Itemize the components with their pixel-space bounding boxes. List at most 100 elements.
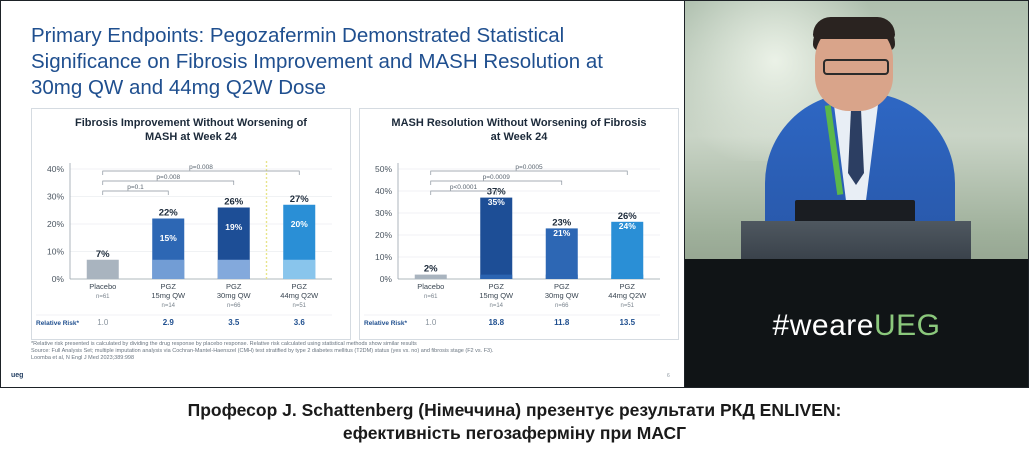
relative-risk-value: 1.0: [97, 318, 109, 327]
bar-0: [414, 274, 447, 279]
n-label: n=66: [227, 303, 241, 309]
slide-page-number: 6: [667, 373, 670, 379]
caption-line-1: Професор J. Schattenberg (Німеччина) пре…: [187, 400, 842, 420]
category-label: PGZ: [292, 282, 308, 291]
n-label: n=66: [555, 303, 569, 309]
hashtag-prefix: #weare: [772, 309, 874, 342]
bar-value-label: 2%: [424, 264, 438, 275]
y-tick-label: 30%: [47, 192, 64, 202]
n-label: n=14: [161, 303, 175, 309]
podium-banner: [685, 259, 1028, 387]
bar-value-label: 7%: [96, 249, 110, 260]
relative-risk-value: 2.9: [163, 318, 175, 327]
bar-2: [545, 228, 578, 279]
mash-chart: 0%10%20%30%40%50%2%Placebon=611.037%35%P…: [364, 163, 660, 327]
bar-lower-segment-2: [545, 274, 578, 279]
photo-caption: Професор J. Schattenberg (Німеччина) пре…: [0, 399, 1029, 445]
category-label: 44mg Q2W: [280, 291, 319, 300]
bar-inner-label: 20%: [291, 219, 308, 229]
p-value-label: p<0.0001: [450, 184, 478, 191]
bar-lower-segment-1: [152, 259, 185, 279]
bar-0: [86, 259, 119, 279]
category-label: 44mg Q2W: [608, 291, 647, 300]
mash-chart-panel: MASH Resolution Without Worsening of Fib…: [359, 108, 679, 340]
speaker-glasses: [823, 59, 889, 75]
y-tick-label: 40%: [47, 164, 64, 174]
slide-footnotes: *Relative risk presented is calculated b…: [31, 341, 651, 362]
relative-risk-value: 3.6: [294, 318, 306, 327]
speaker-hair-top: [813, 17, 895, 39]
podium: [741, 221, 971, 261]
y-tick-label: 20%: [375, 230, 392, 240]
p-value-label: p=0.008: [189, 164, 213, 171]
n-label: n=51: [292, 303, 306, 309]
p-value-bracket: [102, 190, 169, 195]
category-label: 30mg QW: [217, 291, 252, 300]
p-value-bracket: [430, 170, 628, 175]
hashtag-banner-text: #weareUEG: [685, 309, 1028, 343]
category-label: 30mg QW: [545, 291, 580, 300]
y-tick-label: 20%: [47, 219, 64, 229]
bar-inner-label: 24%: [619, 221, 636, 231]
bar-3: [611, 221, 644, 279]
mash-chart-title: MASH Resolution Without Worsening of Fib…: [391, 117, 647, 143]
bar-value-label: 23%: [552, 217, 572, 228]
category-label: PGZ: [489, 282, 505, 291]
bar-1: [480, 197, 513, 279]
n-label: n=61: [424, 294, 438, 300]
caption-line-2: ефективність пегозаферміну при МАСГ: [342, 423, 687, 443]
y-tick-label: 30%: [375, 208, 392, 218]
category-label: 15mg QW: [151, 291, 186, 300]
category-label: PGZ: [620, 282, 636, 291]
bar-inner-label: 21%: [553, 228, 570, 238]
p-value-label: p=0.008: [156, 174, 180, 181]
category-label: PGZ: [554, 282, 570, 291]
speaker-tie: [848, 105, 864, 185]
relative-risk-label: Relative Risk*: [364, 320, 407, 327]
y-tick-label: 0%: [52, 274, 65, 284]
p-value-label: p=0.1: [127, 184, 144, 191]
bar-lower-segment-3: [283, 259, 316, 279]
bar-value-label: 26%: [224, 197, 244, 208]
bar-value-label: 22%: [159, 208, 179, 219]
category-label: 15mg QW: [479, 291, 514, 300]
bar-inner-label: 35%: [488, 197, 505, 207]
bar-value-label: 27%: [290, 194, 310, 205]
hashtag-brand: UEG: [873, 309, 941, 342]
footnote-line: *Relative risk presented is calculated b…: [31, 341, 417, 347]
bar-inner-label: 15%: [160, 233, 177, 243]
y-tick-label: 10%: [47, 247, 64, 257]
footnote-line: Loomba et al, N Engl J Med 2023;389:998: [31, 355, 135, 361]
relative-risk-value: 1.0: [425, 318, 437, 327]
relative-risk-label: Relative Risk*: [36, 320, 79, 327]
p-value-bracket: [102, 170, 300, 175]
y-tick-label: 0%: [380, 274, 393, 284]
bar-lower-segment-1: [480, 274, 513, 279]
relative-risk-value: 13.5: [619, 318, 635, 327]
fibrosis-chart-title: Fibrosis Improvement Without Worsening o…: [75, 117, 307, 143]
ueg-logo: ueg: [11, 372, 24, 379]
bar-lower-segment-3: [611, 274, 644, 279]
fibrosis-chart-panel: Fibrosis Improvement Without Worsening o…: [31, 108, 351, 340]
n-label: n=61: [96, 294, 110, 300]
p-value-bracket: [430, 190, 497, 195]
speaker-video: #weareUEG: [685, 1, 1028, 387]
laptop: [795, 200, 915, 224]
footnote-line: Source: Full Analysis Set; multiple impu…: [31, 348, 494, 354]
category-label: PGZ: [226, 282, 242, 291]
slide-title: Primary Endpoints: Pegozafermin Demonstr…: [31, 24, 603, 99]
p-value-bracket: [102, 180, 235, 185]
bar-lower-segment-2: [217, 259, 250, 279]
presentation-frame: Primary Endpoints: Pegozafermin Demonstr…: [0, 0, 1029, 388]
relative-risk-value: 18.8: [488, 318, 504, 327]
p-value-label: p=0.0005: [515, 164, 543, 171]
bar-value-label: 26%: [618, 211, 638, 222]
category-label: PGZ: [161, 282, 177, 291]
bar-inner-label: 19%: [225, 222, 242, 232]
relative-risk-value: 3.5: [228, 318, 240, 327]
category-label: Placebo: [89, 282, 116, 291]
category-label: Placebo: [417, 282, 444, 291]
y-tick-label: 40%: [375, 186, 392, 196]
fibrosis-chart: 0%10%20%30%40%7%Placebon=611.022%15%PGZ1…: [36, 161, 332, 327]
p-value-bracket: [430, 180, 563, 185]
